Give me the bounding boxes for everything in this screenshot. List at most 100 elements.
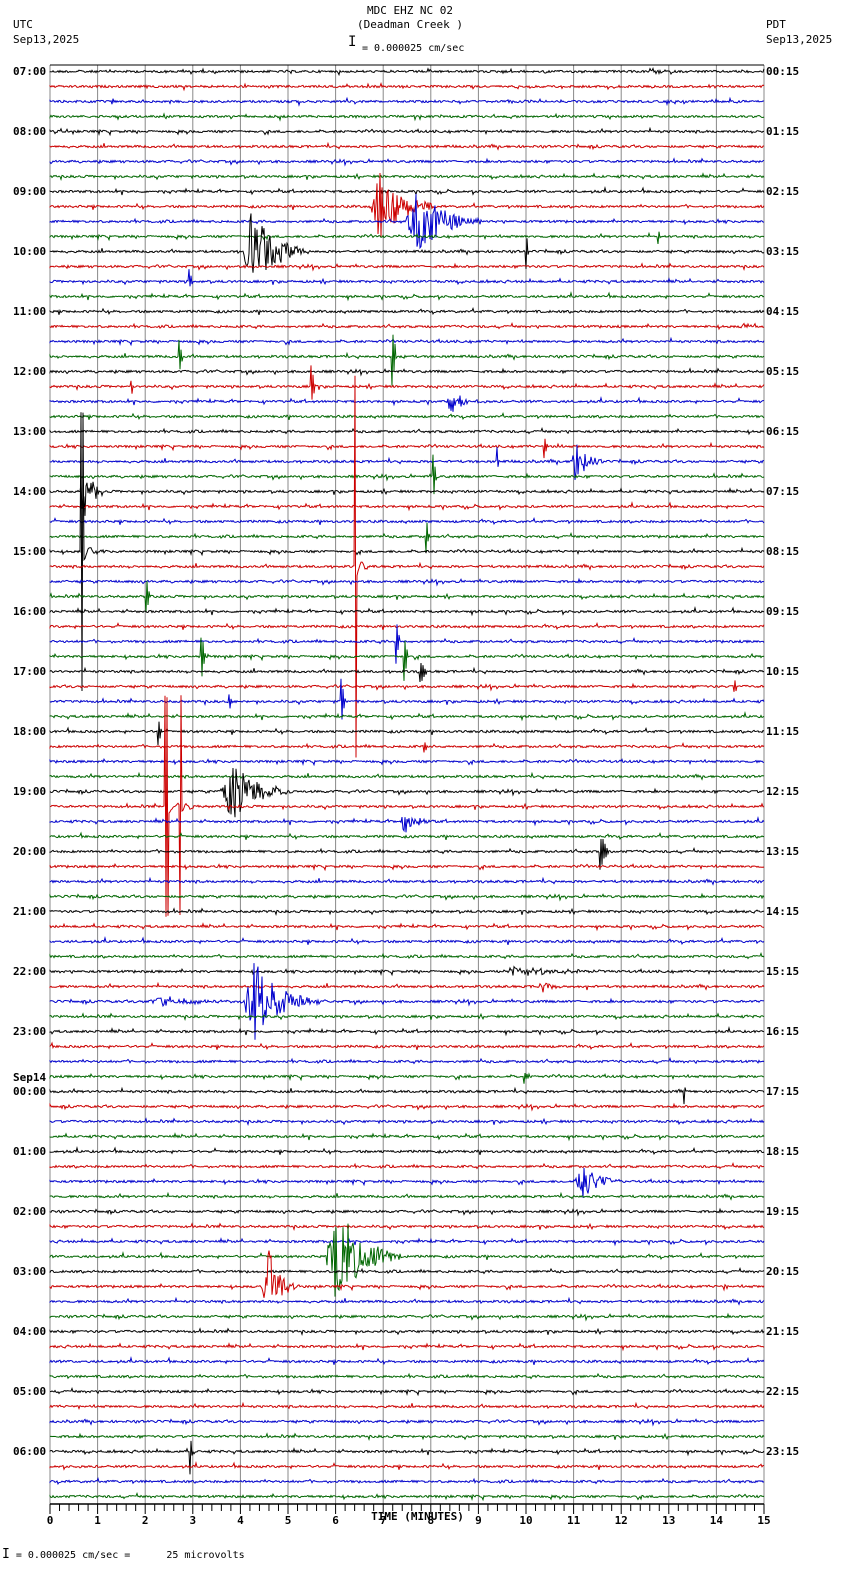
x-axis-label: TIME (MINUTES) <box>371 1510 464 1523</box>
trace-line <box>49 721 765 746</box>
trace-line <box>49 662 765 683</box>
trace-line <box>49 438 765 459</box>
trace-line <box>49 1117 765 1126</box>
pdt-hour-label: 08:15 <box>766 544 800 558</box>
trace-line <box>49 606 765 617</box>
trace-line <box>49 67 765 77</box>
trace-line <box>49 1086 765 1105</box>
trace-line <box>49 637 765 681</box>
scale-label: = 0.000025 cm/sec <box>362 43 465 54</box>
trace-line <box>49 291 765 302</box>
x-tick-label: 8 <box>427 1514 435 1527</box>
trace-line <box>49 963 765 1040</box>
trace-line <box>49 454 765 495</box>
trace-line <box>49 522 765 553</box>
x-tick-label: 11 <box>566 1514 581 1527</box>
pdt-hour-label: 00:15 <box>766 64 800 78</box>
utc-hour-label: 15:00 <box>13 544 47 558</box>
utc-hour-label: 11:00 <box>13 304 47 318</box>
pdt-hour-label: 02:15 <box>766 184 800 198</box>
trace-line <box>49 365 765 400</box>
trace-line <box>49 307 765 316</box>
x-tick-label: 4 <box>237 1514 244 1527</box>
x-tick-label: 7 <box>379 1514 387 1527</box>
pdt-hour-label: 05:15 <box>766 364 800 378</box>
utc-hour-label: 01:00 <box>13 1144 47 1158</box>
trace-line <box>49 186 765 197</box>
pdt-hour-label: 03:15 <box>766 244 800 258</box>
date-change-label: Sep14 <box>13 1070 47 1084</box>
trace-line <box>49 1440 765 1475</box>
trace-line <box>49 1026 765 1037</box>
trace-line <box>49 262 765 272</box>
pdt-hour-label: 15:15 <box>766 964 800 978</box>
trace-line <box>49 322 765 331</box>
x-tick-label: 10 <box>519 1514 533 1527</box>
utc-hour-label: 06:00 <box>13 1444 47 1458</box>
utc-hour-label: 16:00 <box>13 604 47 618</box>
trace-line <box>49 1477 765 1485</box>
left-timezone: UTC <box>13 18 33 31</box>
utc-hour-label: 10:00 <box>13 244 47 258</box>
trace-line <box>49 680 765 692</box>
utc-hour-label: 08:00 <box>13 124 47 138</box>
trace-line <box>49 758 765 767</box>
pdt-hour-label: 21:15 <box>766 1324 800 1338</box>
trace-line <box>49 1250 765 1298</box>
trace-line <box>49 444 765 480</box>
pdt-hour-label: 13:15 <box>766 844 800 858</box>
trace-line <box>49 936 765 946</box>
trace-line <box>49 412 765 421</box>
trace-line <box>49 838 765 870</box>
trace-line <box>49 580 765 613</box>
pdt-hour-label: 12:15 <box>766 784 800 798</box>
trace-line <box>49 1461 765 1471</box>
utc-hour-label: 21:00 <box>13 904 47 918</box>
x-tick-label: 14 <box>709 1514 724 1527</box>
trace-line <box>49 141 765 151</box>
trace-line <box>49 1162 765 1170</box>
trace-line <box>49 172 765 238</box>
trace-line <box>49 1012 765 1021</box>
trace-line <box>49 831 765 841</box>
trace-line <box>49 1191 765 1201</box>
scale-bar-icon: I <box>348 34 357 50</box>
trace-line <box>49 1492 765 1502</box>
utc-hour-label: 22:00 <box>13 964 47 978</box>
trace-line <box>49 1146 765 1156</box>
trace-line <box>49 1312 765 1322</box>
utc-hour-label: 17:00 <box>13 664 47 678</box>
trace-line <box>49 1167 765 1198</box>
x-tick-label: 12 <box>614 1514 628 1527</box>
trace-line <box>49 481 765 516</box>
trace-line <box>49 742 765 753</box>
pdt-hour-label: 01:15 <box>766 124 800 138</box>
trace-line <box>49 876 765 886</box>
trace-line <box>49 96 765 107</box>
pdt-hour-label: 07:15 <box>766 484 800 498</box>
trace-line <box>49 334 765 386</box>
station-title: MDC EHZ NC 02 <box>366 4 454 17</box>
trace-line <box>49 1327 765 1336</box>
trace-line <box>49 1237 765 1247</box>
trace-line <box>49 1072 764 1084</box>
left-date: Sep13,2025 <box>13 33 80 46</box>
utc-hour-label: 09:00 <box>13 184 47 198</box>
pdt-hour-label: 20:15 <box>766 1264 800 1278</box>
x-tick-label: 2 <box>141 1514 149 1527</box>
trace-line <box>49 767 764 818</box>
trace-line <box>49 1057 765 1065</box>
utc-hour-label: 18:00 <box>13 724 47 738</box>
utc-hour-label: 12:00 <box>13 364 47 378</box>
trace-line <box>49 622 765 631</box>
trace-line <box>49 367 765 377</box>
trace-line <box>49 892 765 902</box>
trace-line <box>49 1267 765 1275</box>
right-date: Sep13,2025 <box>766 33 833 46</box>
trace-line <box>49 1222 765 1231</box>
trace-line <box>49 1296 765 1306</box>
pdt-hour-label: 10:15 <box>766 664 800 678</box>
trace-line <box>49 517 765 526</box>
footer-scale: I = 0.000025 cm/sec = 25 microvolts <box>2 1547 245 1562</box>
